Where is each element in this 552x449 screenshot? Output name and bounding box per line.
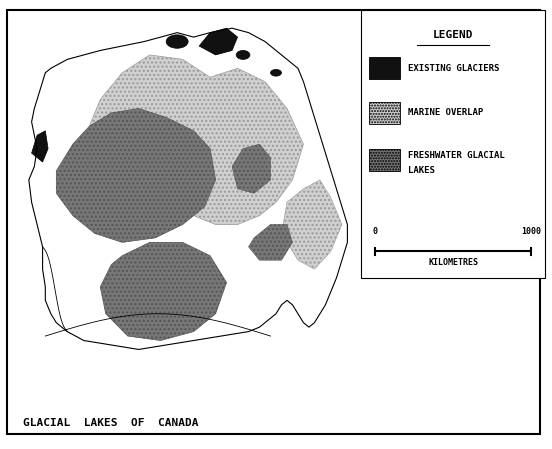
Bar: [369, 57, 400, 79]
Polygon shape: [89, 55, 304, 224]
Polygon shape: [232, 144, 270, 193]
Polygon shape: [31, 131, 48, 162]
Ellipse shape: [166, 35, 188, 48]
Text: KILOMETRES: KILOMETRES: [428, 258, 478, 267]
Ellipse shape: [236, 50, 250, 59]
Text: LAKES: LAKES: [408, 167, 434, 176]
Text: LEGEND: LEGEND: [433, 31, 474, 40]
Text: GLACIAL  LAKES  OF  CANADA: GLACIAL LAKES OF CANADA: [23, 418, 199, 428]
Polygon shape: [248, 224, 293, 260]
Bar: [369, 149, 400, 171]
Polygon shape: [199, 28, 237, 55]
Polygon shape: [56, 109, 216, 242]
Text: 1000: 1000: [522, 227, 542, 236]
Polygon shape: [100, 242, 226, 340]
Text: MARINE OVERLAP: MARINE OVERLAP: [408, 109, 483, 118]
Polygon shape: [282, 180, 342, 269]
Bar: [369, 102, 400, 124]
Bar: [361, 10, 545, 278]
Ellipse shape: [270, 70, 282, 76]
Text: FRESHWATER GLACIAL: FRESHWATER GLACIAL: [408, 151, 505, 160]
Text: EXISTING GLACIERS: EXISTING GLACIERS: [408, 64, 499, 73]
Text: 0: 0: [373, 227, 378, 236]
